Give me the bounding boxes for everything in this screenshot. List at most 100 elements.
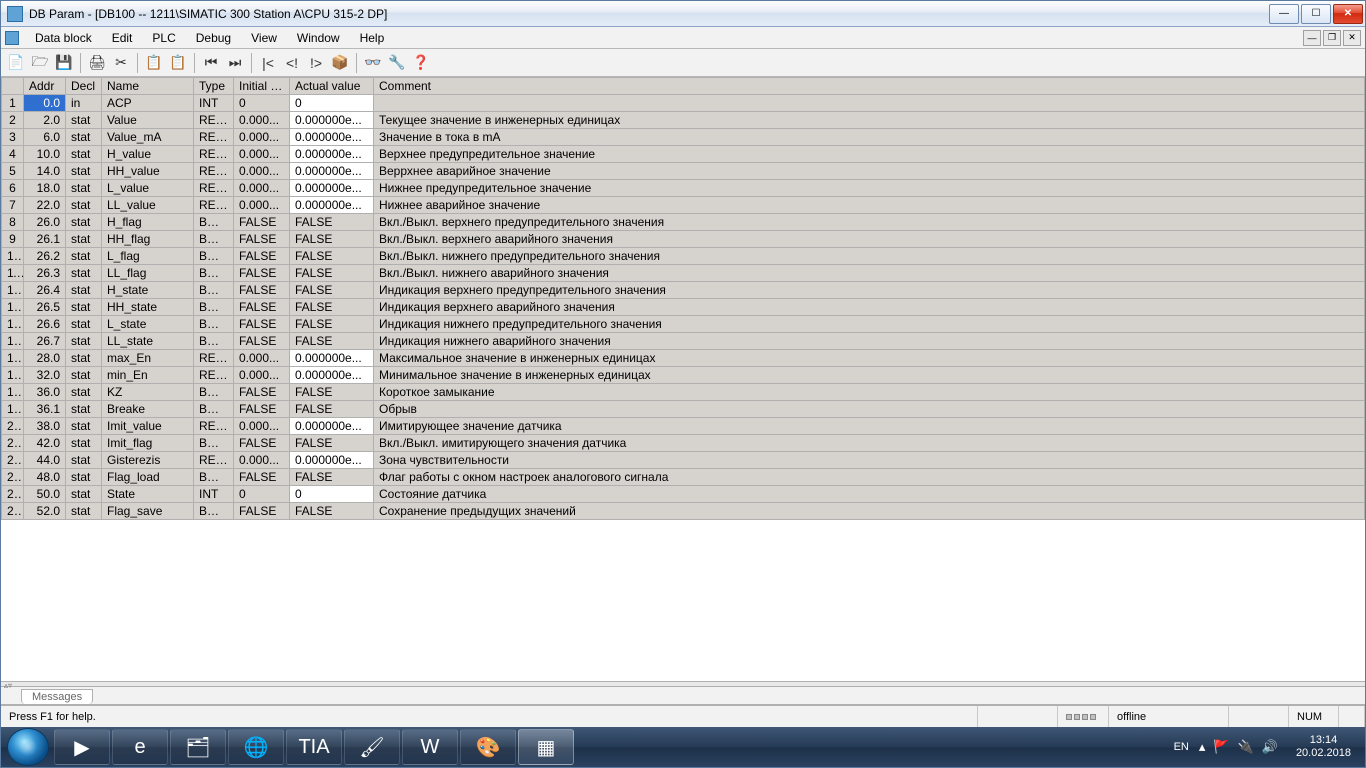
cell-comm[interactable]: Флаг работы с окном настроек аналогового… [374,469,1365,486]
row-number[interactable]: 3 [2,129,24,146]
cell-init[interactable]: 0.000... [234,112,290,129]
cell-addr[interactable]: 28.0 [24,350,66,367]
cell-act[interactable]: 0 [290,486,374,503]
cell-act[interactable]: FALSE [290,265,374,282]
cell-type[interactable]: REAL [194,129,234,146]
row-number[interactable]: 23 [2,469,24,486]
cell-name[interactable]: min_En [102,367,194,384]
cell-decl[interactable]: stat [66,452,102,469]
cell-name[interactable]: L_state [102,316,194,333]
toolbar-btn-12[interactable]: 📦 [329,52,351,74]
table-row[interactable]: 2348.0statFlag_loadBOOLFALSEFALSEФлаг ра… [2,469,1365,486]
cell-addr[interactable]: 26.2 [24,248,66,265]
cell-name[interactable]: L_flag [102,248,194,265]
cell-addr[interactable]: 6.0 [24,129,66,146]
row-number[interactable]: 19 [2,401,24,418]
cell-comm[interactable]: Веррхнее аварийное значение [374,163,1365,180]
cell-name[interactable]: LL_value [102,197,194,214]
taskbar-app-7[interactable]: 🎨 [460,729,516,765]
cell-name[interactable]: Gisterezis [102,452,194,469]
row-number[interactable]: 12 [2,282,24,299]
cell-comm[interactable]: Сохранение предыдущих значений [374,503,1365,520]
tray-power-icon[interactable]: 🔌 [1238,739,1254,755]
cell-addr[interactable]: 18.0 [24,180,66,197]
cell-act[interactable]: FALSE [290,384,374,401]
menu-window[interactable]: Window [287,29,350,47]
row-number[interactable]: 24 [2,486,24,503]
cell-decl[interactable]: stat [66,469,102,486]
cell-addr[interactable]: 26.6 [24,316,66,333]
cell-act[interactable]: 0.000000e... [290,197,374,214]
cell-type[interactable]: REAL [194,418,234,435]
cell-init[interactable]: 0 [234,486,290,503]
cell-addr[interactable]: 36.1 [24,401,66,418]
table-row[interactable]: 1836.0statKZBOOLFALSEFALSEКороткое замык… [2,384,1365,401]
cell-decl[interactable]: stat [66,112,102,129]
row-number[interactable]: 7 [2,197,24,214]
row-number[interactable]: 15 [2,333,24,350]
menu-data-block[interactable]: Data block [25,29,102,47]
cell-decl[interactable]: stat [66,146,102,163]
cell-act[interactable]: FALSE [290,316,374,333]
cell-name[interactable]: State [102,486,194,503]
cell-act[interactable]: FALSE [290,469,374,486]
taskbar-clock[interactable]: 13:14 20.02.2018 [1288,734,1359,760]
cell-decl[interactable]: stat [66,418,102,435]
splitter[interactable]: ▵▿ [1,681,1365,687]
language-indicator[interactable]: EN [1174,741,1189,753]
cell-act[interactable]: 0.000000e... [290,180,374,197]
cell-addr[interactable]: 22.0 [24,197,66,214]
cell-decl[interactable]: stat [66,180,102,197]
system-tray[interactable]: EN ▴ 🚩 🔌 🔊 13:14 20.02.2018 [1174,734,1359,760]
cell-init[interactable]: 0.000... [234,418,290,435]
cell-type[interactable]: BOOL [194,316,234,333]
cell-addr[interactable]: 26.1 [24,231,66,248]
cell-name[interactable]: HH_value [102,163,194,180]
row-number[interactable]: 13 [2,299,24,316]
cell-comm[interactable]: Значение в тока в mA [374,129,1365,146]
taskbar-app-3[interactable]: 🌐 [228,729,284,765]
cell-comm[interactable]: Нижнее предупредительное значение [374,180,1365,197]
menu-edit[interactable]: Edit [102,29,143,47]
table-row[interactable]: 2038.0statImit_valueREAL0.000...0.000000… [2,418,1365,435]
toolbar-btn-14[interactable]: 🔧 [386,52,408,74]
cell-name[interactable]: LL_flag [102,265,194,282]
cell-act[interactable]: FALSE [290,231,374,248]
row-number[interactable]: 6 [2,180,24,197]
cell-act[interactable]: 0.000000e... [290,129,374,146]
table-row[interactable]: 1936.1statBreakeBOOLFALSEFALSEОбрыв [2,401,1365,418]
table-row[interactable]: 722.0statLL_valueREAL0.000...0.000000e..… [2,197,1365,214]
cell-act[interactable]: 0.000000e... [290,418,374,435]
table-row[interactable]: 2450.0statStateINT00Состояние датчика [2,486,1365,503]
toolbar-btn-1[interactable]: 🗁 [29,52,51,74]
cell-type[interactable]: REAL [194,163,234,180]
col-decl[interactable]: Decl [66,78,102,95]
toolbar-btn-6[interactable]: 📋 [167,52,189,74]
cell-decl[interactable]: stat [66,231,102,248]
messages-tab[interactable]: Messages [21,689,93,704]
cell-addr[interactable]: 38.0 [24,418,66,435]
cell-init[interactable]: FALSE [234,231,290,248]
cell-act[interactable]: 0.000000e... [290,452,374,469]
table-row[interactable]: 1126.3statLL_flagBOOLFALSEFALSEВкл./Выкл… [2,265,1365,282]
table-row[interactable]: 36.0statValue_mAREAL0.000...0.000000e...… [2,129,1365,146]
cell-init[interactable]: FALSE [234,265,290,282]
minimize-button[interactable]: — [1269,4,1299,24]
cell-name[interactable]: Imit_value [102,418,194,435]
row-number[interactable]: 21 [2,435,24,452]
cell-init[interactable]: 0.000... [234,452,290,469]
table-row[interactable]: 926.1statHH_flagBOOLFALSEFALSEВкл./Выкл.… [2,231,1365,248]
cell-init[interactable]: FALSE [234,214,290,231]
cell-name[interactable]: H_flag [102,214,194,231]
cell-name[interactable]: HH_flag [102,231,194,248]
mdi-close-button[interactable]: ✕ [1343,30,1361,46]
toolbar-btn-4[interactable]: ✂ [110,52,132,74]
cell-init[interactable]: FALSE [234,333,290,350]
cell-decl[interactable]: stat [66,384,102,401]
cell-name[interactable]: HH_state [102,299,194,316]
cell-name[interactable]: Imit_flag [102,435,194,452]
table-row[interactable]: 2552.0statFlag_saveBOOLFALSEFALSEСохране… [2,503,1365,520]
splitter-handle-icon[interactable]: ▵▿ [1,680,15,690]
cell-decl[interactable]: stat [66,401,102,418]
cell-act[interactable]: FALSE [290,248,374,265]
